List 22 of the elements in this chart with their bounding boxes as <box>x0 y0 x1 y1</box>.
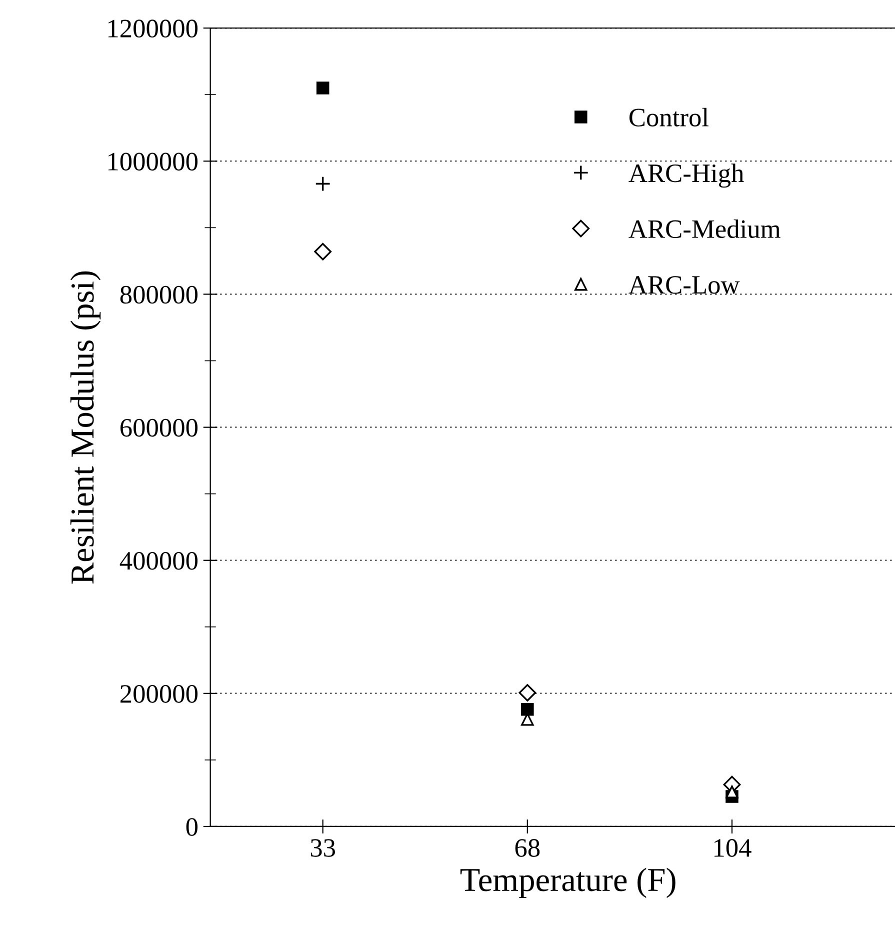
y-tick-label: 1000000 <box>108 152 198 171</box>
point <box>315 176 331 192</box>
y-tick-label: 400000 <box>120 552 198 570</box>
legend-label: ARC-High <box>628 164 744 188</box>
x-tick-label: 68 <box>515 839 540 857</box>
y-tick-label: 600000 <box>120 418 198 437</box>
y-tick-label: 1200000 <box>108 20 198 38</box>
point <box>521 702 534 716</box>
y-tick-label: 800000 <box>120 286 198 304</box>
legend-label: ARC-Medium <box>628 219 780 238</box>
legend-label: Control <box>629 108 708 126</box>
y-axis-title: Resilient Modulus (psi) <box>70 271 101 584</box>
y-tick-label: 200000 <box>120 685 198 703</box>
point <box>726 786 738 798</box>
point <box>314 242 332 260</box>
x-axis-title: Temperature (F) <box>460 868 676 898</box>
point <box>518 684 536 702</box>
y-tick-label: 0 <box>186 818 198 836</box>
legend-label: ARC-Low <box>628 276 740 294</box>
x-tick-label: 33 <box>310 839 336 857</box>
x-tick-label: 104 <box>714 839 752 857</box>
point <box>316 82 330 94</box>
